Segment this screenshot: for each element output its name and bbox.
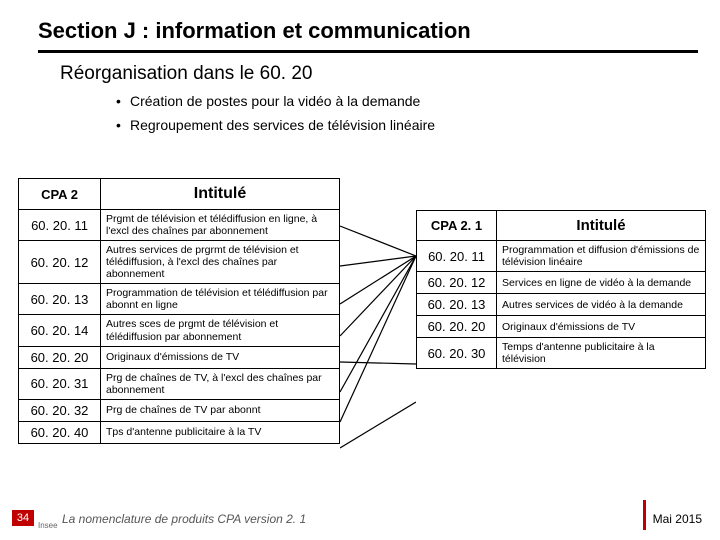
table-row: 60. 20. 40Tps d'antenne publicitaire à l…: [19, 421, 340, 443]
subtitle: Réorganisation dans le 60. 20: [0, 53, 720, 89]
table-row: 60. 20. 31Prg de chaînes de TV, à l'excl…: [19, 368, 340, 399]
table-row: 60. 20. 12Autres services de prgrmt de t…: [19, 241, 340, 284]
footer-caption: La nomenclature de produits CPA version …: [62, 512, 306, 526]
table-row: 60. 20. 20Originaux d'émissions de TV: [19, 346, 340, 368]
right-header-label: Intitulé: [497, 211, 706, 241]
table-row: 60. 20. 13Programmation de télévision et…: [19, 284, 340, 315]
left-table: CPA 2 Intitulé 60. 20. 11Prgmt de télévi…: [18, 178, 340, 444]
table-row: 60. 20. 11Prgmt de télévision et télédif…: [19, 210, 340, 241]
footer: 34 Insee La nomenclature de produits CPA…: [0, 506, 720, 534]
right-table: CPA 2. 1 Intitulé 60. 20. 11Programmatio…: [416, 210, 706, 369]
table-row: 60. 20. 14Autres sces de prgmt de télévi…: [19, 315, 340, 346]
table-row: 60. 20. 20Originaux d'émissions de TV: [417, 316, 706, 338]
table-row: 60. 20. 32Prg de chaînes de TV par abonn…: [19, 399, 340, 421]
logo-text: Insee: [38, 521, 58, 530]
section-title: Section J : information et communication: [0, 0, 720, 50]
connector-lines: [340, 178, 416, 498]
table-row: 60. 20. 11Programmation et diffusion d'é…: [417, 241, 706, 272]
bullet-1: Création de postes pour la vidéo à la de…: [0, 89, 720, 113]
right-header-code: CPA 2. 1: [417, 211, 497, 241]
left-header-code: CPA 2: [19, 179, 101, 210]
footer-date: Mai 2015: [653, 512, 702, 526]
accent-bar: [643, 500, 646, 530]
page-number: 34: [12, 510, 34, 526]
bullet-2: Regroupement des services de télévision …: [0, 113, 720, 137]
table-row: 60. 20. 30Temps d'antenne publicitaire à…: [417, 338, 706, 369]
table-row: 60. 20. 12Services en ligne de vidéo à l…: [417, 272, 706, 294]
tables-area: CPA 2 Intitulé 60. 20. 11Prgmt de télévi…: [18, 178, 706, 500]
table-row: 60. 20. 13Autres services de vidéo à la …: [417, 294, 706, 316]
left-header-label: Intitulé: [101, 179, 340, 210]
